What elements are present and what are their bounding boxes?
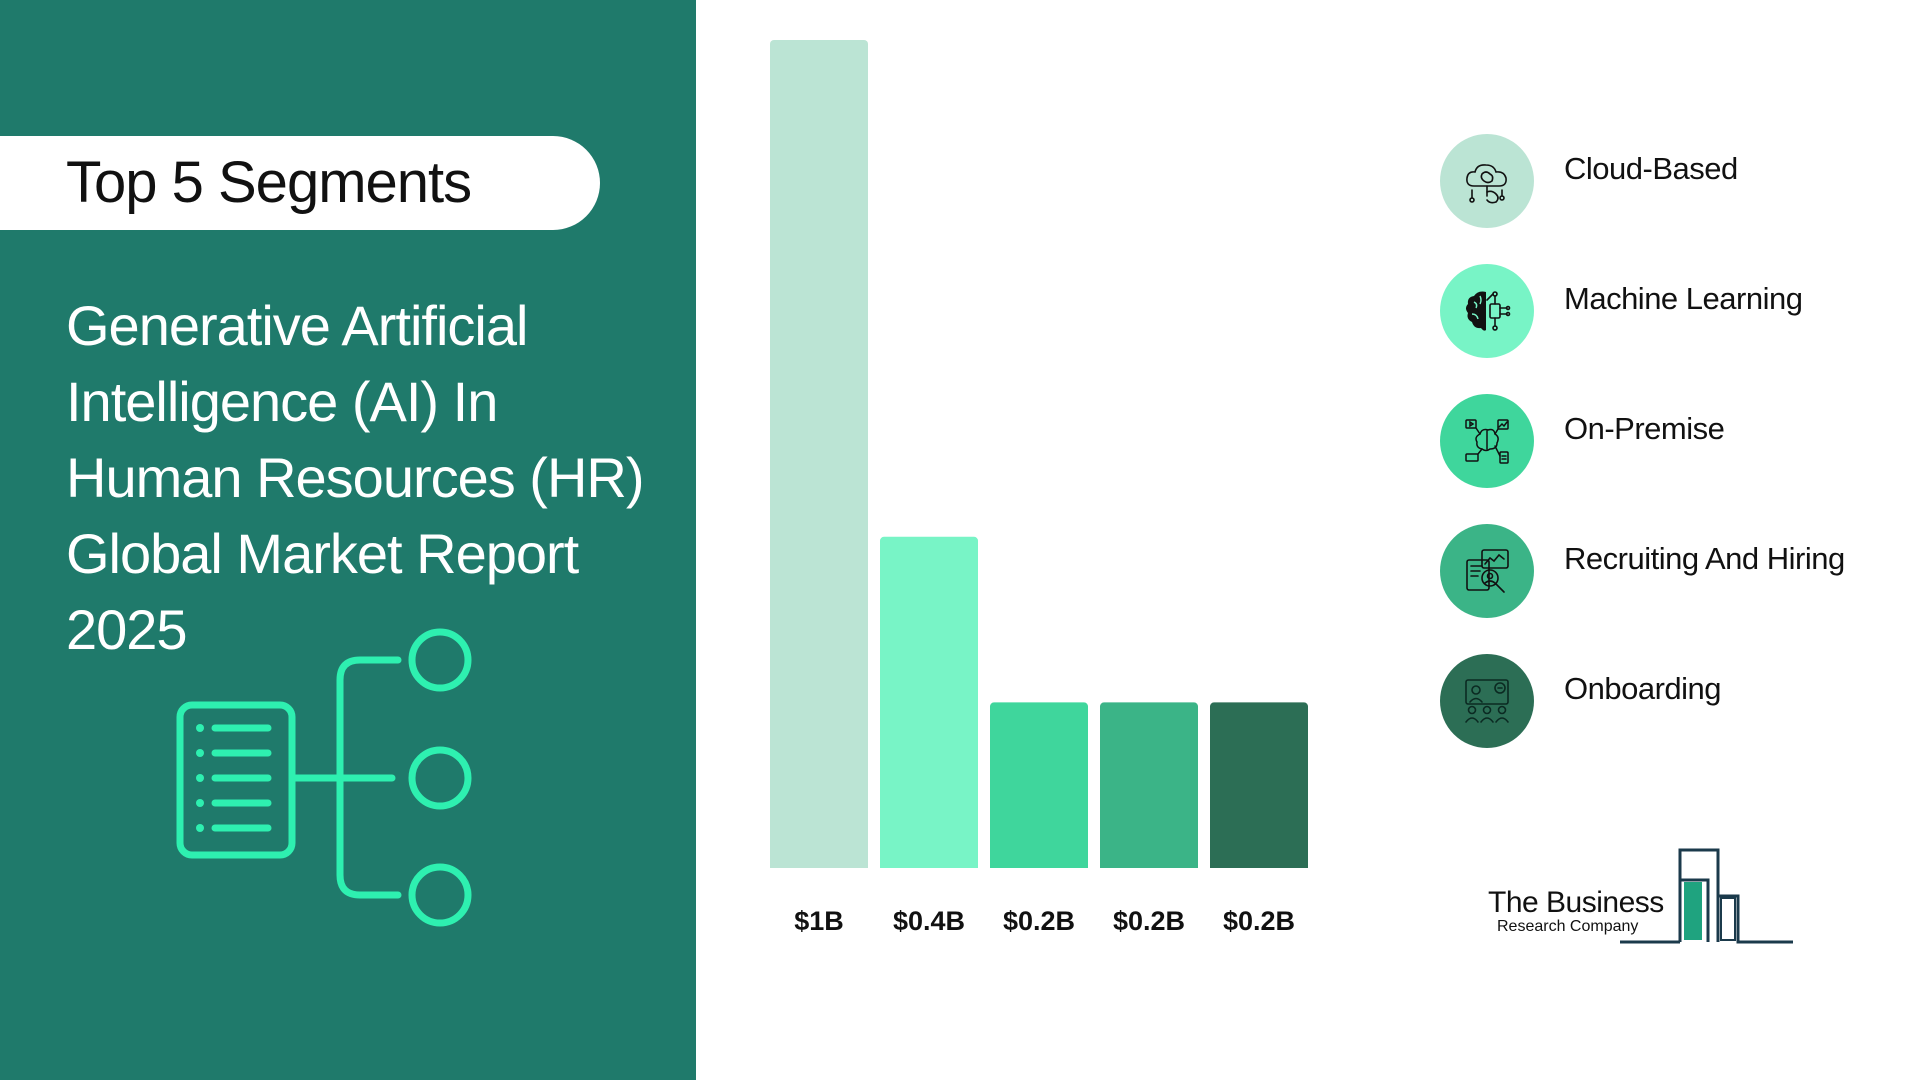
bar-value-label: $1B	[794, 906, 844, 936]
left-panel: Top 5 Segments Generative Artificial Int…	[0, 0, 696, 1080]
legend-swatch	[1440, 524, 1534, 618]
brand-logo: The Business Research Company	[1488, 846, 1808, 946]
legend-item-onboarding: Onboarding	[1440, 654, 1900, 748]
bar-chart: $1B $0.4B $0.2B $0.2B $0.2B	[740, 40, 1340, 936]
legend-label: Cloud-Based	[1564, 151, 1738, 186]
segmentation-tree-icon	[176, 628, 472, 927]
buildings-logo-icon	[1620, 848, 1793, 944]
bar-value-label: $0.2B	[1003, 906, 1075, 936]
legend-label: On-Premise	[1564, 411, 1725, 446]
report-title-line: Intelligence (AI) In	[66, 370, 498, 433]
team-presentation-icon	[1465, 679, 1509, 723]
segments-label: Top 5 Segments	[66, 150, 472, 215]
resume-search-icon	[1466, 549, 1509, 593]
legend-swatch	[1440, 394, 1534, 488]
bar-on-premise	[990, 702, 1088, 872]
bar-machine-learning	[880, 536, 978, 872]
bar-value-label: $0.4B	[893, 906, 965, 936]
brand-name: The Business	[1488, 886, 1664, 919]
legend-swatch	[1440, 264, 1534, 358]
report-title-line: Global Market Report	[66, 522, 579, 585]
bar-value-label: $0.2B	[1223, 906, 1295, 936]
bar-recruiting-and-hiring	[1100, 702, 1198, 872]
report-title-line: 2025	[66, 598, 188, 661]
legend-swatch	[1440, 654, 1534, 748]
legend-label: Onboarding	[1564, 671, 1722, 706]
legend-swatch	[1440, 134, 1534, 228]
report-title-line: Generative Artificial	[66, 294, 528, 357]
legend-item-recruiting-and-hiring: Recruiting And Hiring	[1440, 524, 1900, 618]
brain-chip-icon	[1466, 291, 1511, 331]
bar-cloud-based	[770, 40, 868, 872]
segments-pill: Top 5 Segments	[0, 136, 600, 230]
report-title: Generative Artificial Intelligence (AI) …	[66, 288, 686, 668]
bar-value-label: $0.2B	[1113, 906, 1185, 936]
report-title-line: Human Resources (HR)	[66, 446, 645, 509]
brand-subtitle: Research Company	[1497, 918, 1639, 935]
legend-label: Machine Learning	[1564, 281, 1803, 316]
baseline-mask	[740, 868, 1340, 876]
cloud-brain-icon	[1466, 164, 1507, 204]
legend-item-on-premise: On-Premise	[1440, 394, 1900, 488]
brain-network-icon	[1465, 419, 1509, 464]
legend-item-cloud-based: Cloud-Based	[1440, 134, 1900, 228]
bar-onboarding	[1210, 702, 1308, 872]
legend-label: Recruiting And Hiring	[1564, 541, 1845, 576]
legend-item-machine-learning: Machine Learning	[1440, 264, 1900, 358]
